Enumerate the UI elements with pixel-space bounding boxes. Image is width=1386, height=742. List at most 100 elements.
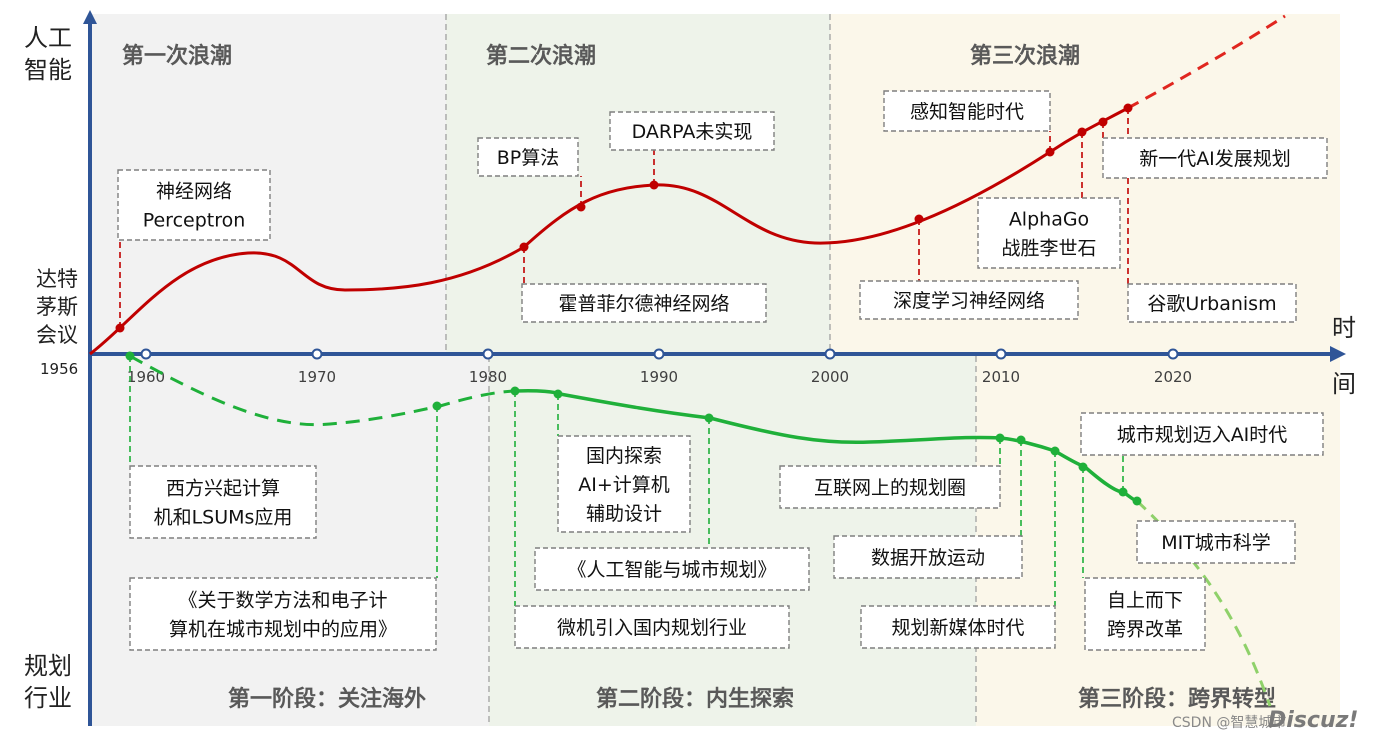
event-dot (519, 242, 529, 252)
planning-event-label: 国内探索 (586, 445, 662, 467)
ai-event-box (117, 169, 271, 241)
y-bottom-label: 行业 (24, 684, 72, 712)
wave-title: 第二次浪潮 (486, 43, 596, 69)
ai-curve (89, 106, 1129, 356)
ai-event-box (477, 137, 579, 177)
planning-event-box (833, 535, 1023, 579)
ai-event-box (859, 280, 1079, 320)
year-tick (824, 348, 836, 360)
x-axis-label: 间 (1332, 370, 1356, 398)
stage1-band (92, 356, 489, 726)
year-tick (653, 348, 665, 360)
origin-event-label: 达特 (36, 267, 78, 291)
planning-dots (125, 351, 1142, 506)
x-axis-label: 时 (1332, 314, 1356, 342)
axes: 1960 1970 1980 1990 2000 2010 2020 (83, 10, 1346, 726)
event-dot (1078, 462, 1088, 472)
stage-title: 第一阶段：关注海外 (228, 686, 426, 712)
planning-event-box (514, 605, 790, 649)
event-boxes: 神经网络 Perceptron 霍普菲尔德神经网络 BP算法 DARPA未实现深度学习神… (117, 90, 1328, 651)
planning-event-label: 自上而下 (1107, 590, 1183, 612)
ai-event-label: AlphaGo (1009, 209, 1089, 231)
event-dot (576, 202, 586, 212)
year-tick-label: 2010 (982, 368, 1020, 386)
year-tick (1167, 348, 1179, 360)
event-dot (115, 323, 125, 333)
event-dot (649, 180, 659, 190)
year-tick-label: 1980 (469, 368, 507, 386)
event-dot (1045, 147, 1055, 157)
planning-event-label: 《人工智能与城市规划》 (567, 559, 776, 581)
planning-event-box (1084, 577, 1206, 651)
planning-event-box (860, 605, 1056, 649)
planning-event-box (534, 547, 810, 591)
planning-event-box (779, 465, 1001, 509)
ai-event-label: 新一代AI发展规划 (1139, 148, 1291, 170)
ai-curve-projection (1127, 14, 1286, 110)
year-tick-label: 2000 (811, 368, 849, 386)
event-dot (432, 401, 442, 411)
ai-event-label: 战胜李世石 (1001, 238, 1096, 260)
stage-title: 第二阶段：内生探索 (596, 686, 794, 712)
event-dot (553, 389, 563, 399)
y-top-label: 人工 (24, 24, 72, 52)
ai-event-box (521, 283, 767, 323)
year-tick-label: 2020 (1154, 368, 1192, 386)
wave-title: 第一次浪潮 (122, 43, 232, 69)
year-tick (482, 348, 494, 360)
planning-curve-dashed (129, 354, 516, 427)
ai-dots (115, 103, 1133, 333)
year-tick (311, 348, 323, 360)
year-tick-label: 1990 (640, 368, 678, 386)
ai-event-label: 霍普菲尔德神经网络 (558, 293, 729, 315)
planning-event-label: 数据开放运动 (871, 547, 985, 569)
event-dot (1077, 127, 1087, 137)
y-top-label: 智能 (24, 56, 72, 84)
planning-event-box (1136, 520, 1296, 564)
watermark-csdn: CSDN @智慧城市 (1172, 714, 1286, 731)
ai-event-label: 深度学习神经网络 (893, 290, 1045, 312)
planning-event-box (129, 465, 317, 539)
y-axis-arrow (83, 10, 97, 24)
planning-event-label: 算机在城市规划中的应用》 (169, 619, 397, 641)
ai-event-label: 神经网络 (156, 181, 232, 203)
event-dot (1118, 487, 1128, 497)
ai-event-label: DARPA未实现 (632, 121, 753, 143)
planning-event-label: 辅助设计 (586, 503, 662, 525)
event-dot (510, 386, 520, 396)
planning-event-label: 城市规划迈入AI时代 (1117, 424, 1288, 446)
planning-event-label: 西方兴起计算 (166, 478, 280, 500)
ai-event-label: 感知智能时代 (910, 101, 1024, 123)
planning-event-label: 跨界改革 (1107, 619, 1183, 641)
planning-event-box (557, 435, 691, 533)
year-tick (995, 348, 1007, 360)
watermark-discuz: Discuz! (1268, 708, 1358, 733)
ai-event-label: 谷歌Urbanism (1147, 293, 1276, 315)
event-dot (704, 413, 714, 423)
origin-event-label: 茅斯 (36, 295, 78, 319)
ai-event-box (883, 90, 1051, 132)
event-dot (1016, 435, 1026, 445)
ai-event-label: Perceptron (143, 210, 246, 232)
x-axis-arrow (1330, 346, 1346, 362)
planning-event-box (1080, 412, 1324, 456)
planning-event-label: AI+计算机 (578, 474, 670, 496)
wave-title: 第三次浪潮 (970, 43, 1080, 69)
event-dot (1132, 496, 1142, 506)
planning-curve (514, 389, 1138, 503)
planning-event-box (129, 577, 437, 651)
year-tick-label: 1970 (298, 368, 336, 386)
ai-event-box (1127, 283, 1297, 323)
year-ticks: 1960 1970 1980 1990 2000 2010 2020 (127, 348, 1192, 386)
planning-event-label: 《关于数学方法和电子计 (178, 590, 387, 612)
event-dot (914, 214, 924, 224)
year-tick-label: 1960 (127, 368, 165, 386)
planning-event-label: 微机引入国内规划行业 (557, 617, 747, 639)
ai-event-box (1102, 137, 1328, 179)
ai-event-label: BP算法 (497, 147, 560, 169)
event-dot (995, 433, 1005, 443)
stage-title: 第三阶段：跨界转型 (1078, 686, 1276, 712)
planning-event-label: MIT城市科学 (1161, 532, 1271, 554)
origin-year: 1956 (40, 360, 78, 378)
